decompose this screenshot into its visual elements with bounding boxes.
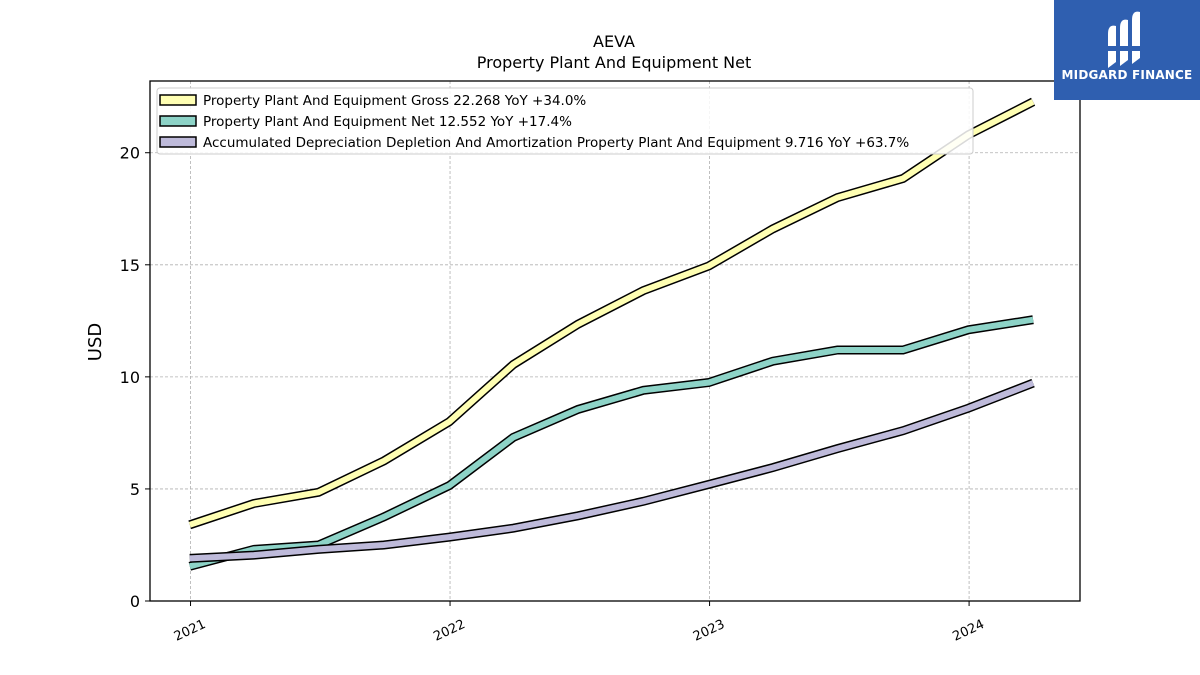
series-line-3	[189, 380, 1035, 562]
chart-title: AEVA	[593, 32, 635, 51]
x-tick-label: 2024	[950, 617, 986, 645]
midgard-logo-icon	[1106, 11, 1142, 68]
legend-swatch-2	[159, 115, 197, 127]
legend-swatch-3	[159, 136, 197, 148]
legend-swatch-1	[159, 94, 197, 106]
legend-label-1: Property Plant And Equipment Gross 22.26…	[203, 93, 586, 109]
chart-subtitle: Property Plant And Equipment Net	[477, 53, 752, 72]
series-line-1	[188, 99, 1035, 528]
axis-ticks: 0 5 10 15 20 2021 2022 2023 2024	[120, 144, 987, 645]
y-axis-label: USD	[85, 323, 106, 361]
x-tick-label: 2021	[172, 617, 208, 645]
logo-text: MIDGARD FINANCE	[1061, 68, 1193, 82]
legend-box	[156, 87, 974, 155]
y-tick-label: 15	[120, 256, 140, 275]
series-outline-1	[188, 97, 1036, 530]
legend: Property Plant And Equipment Gross 22.26…	[156, 87, 974, 155]
series-outline-2	[188, 315, 1034, 571]
plot-frame	[149, 80, 1081, 602]
y-tick-label: 10	[120, 368, 140, 387]
x-tick-label: 2023	[691, 617, 727, 645]
y-tick-label: 20	[120, 144, 140, 163]
series-outline-3	[189, 378, 1035, 563]
midgard-finance-logo: MIDGARD FINANCE	[1054, 0, 1200, 100]
series-lines	[188, 97, 1036, 571]
legend-label-3: Accumulated Depreciation Depletion And A…	[203, 135, 909, 151]
x-tick-label: 2022	[431, 617, 467, 645]
y-tick-label: 5	[130, 480, 140, 499]
series-line-2	[189, 316, 1034, 570]
legend-label-2: Property Plant And Equipment Net 12.552 …	[203, 114, 572, 130]
y-tick-label: 0	[130, 592, 140, 611]
